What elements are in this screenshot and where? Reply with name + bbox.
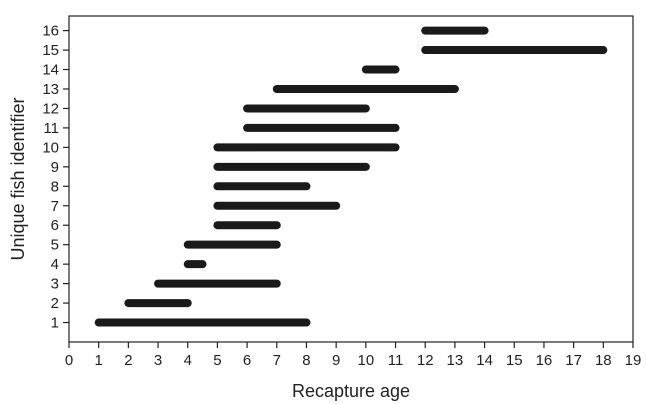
y-tick-label: 5: [51, 237, 59, 254]
x-tick-label: 4: [184, 352, 192, 369]
x-axis-title: Recapture age: [292, 381, 410, 401]
y-tick-label: 9: [51, 159, 59, 176]
x-tick-label: 1: [95, 352, 103, 369]
x-tick-label: 5: [213, 352, 221, 369]
y-tick-label: 16: [42, 23, 59, 40]
x-tick-label: 13: [447, 352, 464, 369]
x-tick-label: 18: [595, 352, 612, 369]
x-tick-label: 7: [273, 352, 281, 369]
axes: 0 1 2 3 4 5 6 7 8 9 10 11 12 13 14 15 16 17 18 191234567891…: [42, 15, 642, 369]
x-tick-label: 17: [565, 352, 582, 369]
x-tick-label: 8: [302, 352, 310, 369]
x-tick-label: 14: [476, 352, 493, 369]
x-tick-label: 16: [536, 352, 553, 369]
x-tick-label: 6: [243, 352, 251, 369]
x-tick-label: 0: [65, 352, 73, 369]
y-tick-label: 2: [51, 295, 59, 312]
y-tick-label: 1: [51, 315, 59, 332]
x-tick-label: 3: [154, 352, 162, 369]
y-tick-label: 14: [42, 62, 59, 79]
x-tick-label: 12: [417, 352, 434, 369]
y-tick-label: 10: [42, 139, 59, 156]
y-axis-title: Unique fish identifier: [8, 97, 28, 260]
x-tick-label: 10: [357, 352, 374, 369]
y-tick-label: 4: [51, 256, 59, 273]
x-tick-label: 11: [388, 352, 404, 369]
y-tick-label: 12: [42, 100, 59, 117]
x-tick-label: 15: [506, 352, 523, 369]
y-tick-label: 15: [42, 42, 59, 59]
range-bars: [94, 26, 608, 327]
x-tick-label: 9: [332, 352, 340, 369]
x-tick-label: 19: [625, 352, 642, 369]
y-tick-label: 13: [42, 81, 59, 98]
y-tick-label: 7: [51, 198, 59, 215]
y-tick-label: 11: [43, 120, 59, 137]
y-tick-label: 8: [51, 178, 59, 195]
plot-frame: [68, 15, 634, 343]
x-tick-label: 2: [124, 352, 132, 369]
y-tick-label: 3: [51, 276, 59, 293]
y-tick-label: 6: [51, 217, 59, 234]
